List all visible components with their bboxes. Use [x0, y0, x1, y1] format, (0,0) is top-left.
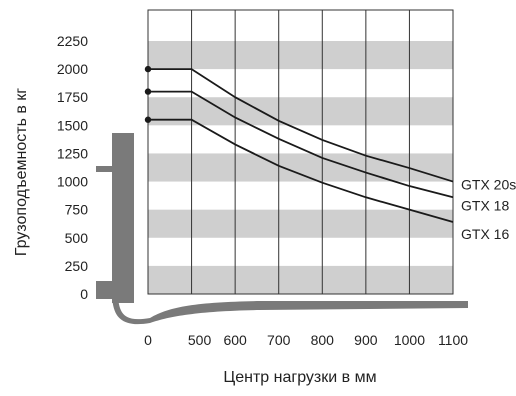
series-start-point-2: [144, 88, 152, 95]
y-tick-label: 1500: [57, 117, 88, 133]
y-tick-label: 750: [65, 202, 89, 218]
y-tick-label: 2000: [57, 61, 88, 77]
series-label-2: GTX 18: [461, 197, 509, 213]
y-tick-label: 1750: [57, 89, 88, 105]
x-tick-label: 900: [354, 332, 378, 348]
x-tick-label: 0: [144, 332, 152, 348]
y-tick-label: 2250: [57, 33, 88, 49]
y-tick-label: 500: [65, 230, 89, 246]
grid-band: [148, 265, 453, 294]
series-line-2: [148, 90, 454, 199]
y-tick-label: 1250: [57, 145, 88, 161]
x-axis-label: Центр нагрузки в мм: [223, 369, 376, 386]
plot-frame: [147, 9, 454, 295]
x-tick-label: 1000: [394, 332, 425, 348]
grid-band-top: [148, 10, 453, 41]
fork-mast: [112, 133, 134, 303]
x-tick-label: 600: [223, 332, 247, 348]
series-line-3: [148, 118, 454, 223]
series-label-3: GTX 16: [461, 226, 509, 242]
y-tick-label: 0: [80, 286, 88, 302]
x-tick-label: 700: [267, 332, 291, 348]
y-axis-label: Грузоподъемность в кг: [13, 88, 30, 256]
grid-band: [148, 97, 453, 126]
series-label-1: GTX 20s: [461, 177, 516, 193]
grid-band: [148, 209, 453, 238]
series-start-point-3: [144, 116, 152, 123]
x-tick-label: 800: [311, 332, 335, 348]
grid-band: [148, 41, 453, 70]
y-tick-label: 1000: [57, 174, 88, 190]
series-start-point-1: [144, 65, 152, 73]
x-tick-label: 1100: [438, 332, 468, 348]
fork-shape: [96, 146, 468, 325]
grid-band: [148, 153, 453, 182]
fork-heel: [96, 281, 118, 299]
series-line-1: [148, 68, 454, 183]
x-tick-label: 500: [188, 332, 212, 348]
y-tick-label: 250: [65, 258, 89, 274]
